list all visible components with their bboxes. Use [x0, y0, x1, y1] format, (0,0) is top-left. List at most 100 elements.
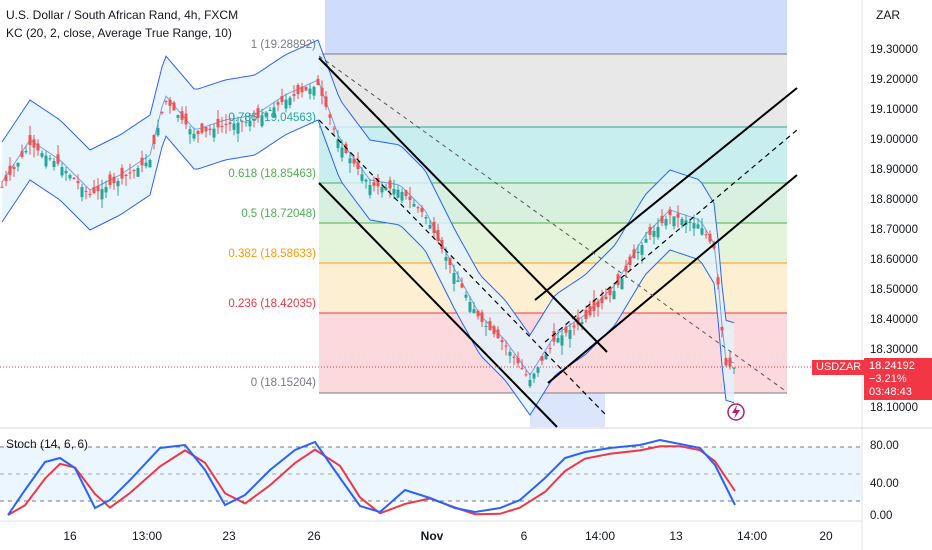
- candle-body: [664, 219, 668, 226]
- candle-body: [288, 97, 292, 105]
- candle-body: [548, 347, 552, 349]
- candle-body: [680, 219, 684, 225]
- candle-body: [328, 114, 332, 118]
- candle-body: [96, 185, 100, 191]
- candle-body: [392, 189, 396, 195]
- candle-body: [440, 239, 444, 249]
- candle-body: [720, 326, 724, 331]
- candle-body: [420, 207, 424, 212]
- candle-body: [244, 121, 248, 123]
- price-tag-symbol: USDZAR: [812, 360, 866, 375]
- candle-body: [200, 123, 204, 133]
- candle-body: [496, 329, 500, 338]
- trendline-upper-down[interactable]: [318, 57, 608, 353]
- candle-body: [668, 209, 672, 215]
- candle-body: [12, 167, 16, 169]
- candle-body: [360, 174, 364, 181]
- candle-body: [436, 230, 440, 241]
- candle-body: [468, 302, 472, 312]
- candle-body: [216, 118, 220, 128]
- candle-body: [28, 135, 32, 145]
- candle-body: [296, 84, 300, 95]
- candle-body: [472, 309, 476, 314]
- candle-body: [352, 158, 356, 164]
- price-label: 18.10000: [870, 402, 918, 414]
- candle-body: [632, 249, 636, 259]
- candle-body: [536, 367, 540, 373]
- candle-body: [616, 274, 620, 285]
- candle-body: [552, 330, 556, 342]
- time-label: 23: [222, 529, 236, 543]
- trendline-upper-up[interactable]: [534, 87, 798, 301]
- candle-body: [88, 193, 92, 195]
- candle-body: [644, 239, 648, 243]
- candle-body: [20, 151, 24, 157]
- candle-body: [92, 187, 96, 193]
- candle-body: [236, 122, 240, 134]
- price-tag-price: 18.24192: [869, 360, 915, 372]
- candle-body: [560, 335, 564, 346]
- current-price-tag[interactable]: USDZAR 18.24192 −3.21% 03:48:43: [812, 358, 932, 400]
- symbol-title[interactable]: U.S. Dollar / South African Rand, 4h, FX…: [6, 8, 239, 22]
- candle-body: [692, 223, 696, 229]
- candle-body: [256, 108, 260, 118]
- price-label: 18.30000: [870, 344, 918, 356]
- lightning-icon[interactable]: [727, 403, 745, 421]
- candle-body: [248, 120, 252, 127]
- candle-body: [0, 186, 4, 188]
- fib-trend-line[interactable]: [318, 55, 788, 393]
- candle-body: [492, 326, 496, 334]
- candles: [0, 75, 736, 389]
- time-label: Nov: [420, 529, 444, 543]
- candle-body: [704, 234, 708, 236]
- candle-body: [224, 123, 228, 125]
- candle-body: [52, 161, 56, 168]
- candle-body: [72, 177, 76, 179]
- candle-body: [180, 111, 184, 120]
- indicator-legend[interactable]: KC (20, 2, close, Average True Range, 10…: [6, 26, 232, 40]
- candle-body: [64, 171, 68, 174]
- candle-body: [540, 356, 544, 361]
- candle-body: [512, 356, 516, 358]
- stoch-legend[interactable]: Stoch (14, 6, 6): [6, 437, 89, 451]
- candle-body: [68, 175, 72, 179]
- candle-body: [196, 130, 200, 134]
- candle-body: [148, 160, 152, 168]
- trendline-lower-up[interactable]: [547, 174, 798, 384]
- time-label: 13:00: [131, 529, 163, 543]
- candle-body: [24, 151, 28, 153]
- candle-body: [120, 167, 124, 179]
- candle-body: [48, 158, 52, 160]
- candle-body: [100, 189, 104, 200]
- candle-body: [424, 217, 428, 219]
- candle-body: [572, 325, 576, 328]
- candle-body: [460, 283, 464, 288]
- price-label: 19.10000: [870, 104, 918, 116]
- fib-zone-1: [319, 54, 787, 127]
- candle-body: [280, 96, 284, 102]
- time-label: 14:00: [736, 529, 768, 543]
- candle-body: [412, 204, 416, 207]
- candle-body: [188, 129, 192, 135]
- candle-body: [292, 94, 296, 96]
- candle-body: [432, 222, 436, 233]
- price-label: 18.60000: [870, 254, 918, 266]
- candle-body: [108, 174, 112, 185]
- candle-body: [708, 233, 712, 242]
- time-label: 6: [520, 529, 528, 543]
- candle-body: [140, 157, 144, 166]
- candle-body: [8, 165, 12, 175]
- trendline-lower-down[interactable]: [318, 182, 558, 428]
- projection-zone: [530, 393, 605, 427]
- trendline-mid-up[interactable]: [544, 129, 798, 343]
- fib-extension-zone: [325, 0, 787, 54]
- candle-body: [144, 162, 148, 167]
- candle-body: [456, 280, 460, 282]
- fib-label-0382: 0.382 (18.58633): [228, 248, 316, 260]
- currency-button[interactable]: ZAR: [876, 8, 900, 22]
- stoch-band: [0, 447, 862, 501]
- fib-label-1: 1 (19.28892): [250, 39, 316, 51]
- price-label: 18.70000: [870, 224, 918, 236]
- candle-body: [608, 286, 612, 295]
